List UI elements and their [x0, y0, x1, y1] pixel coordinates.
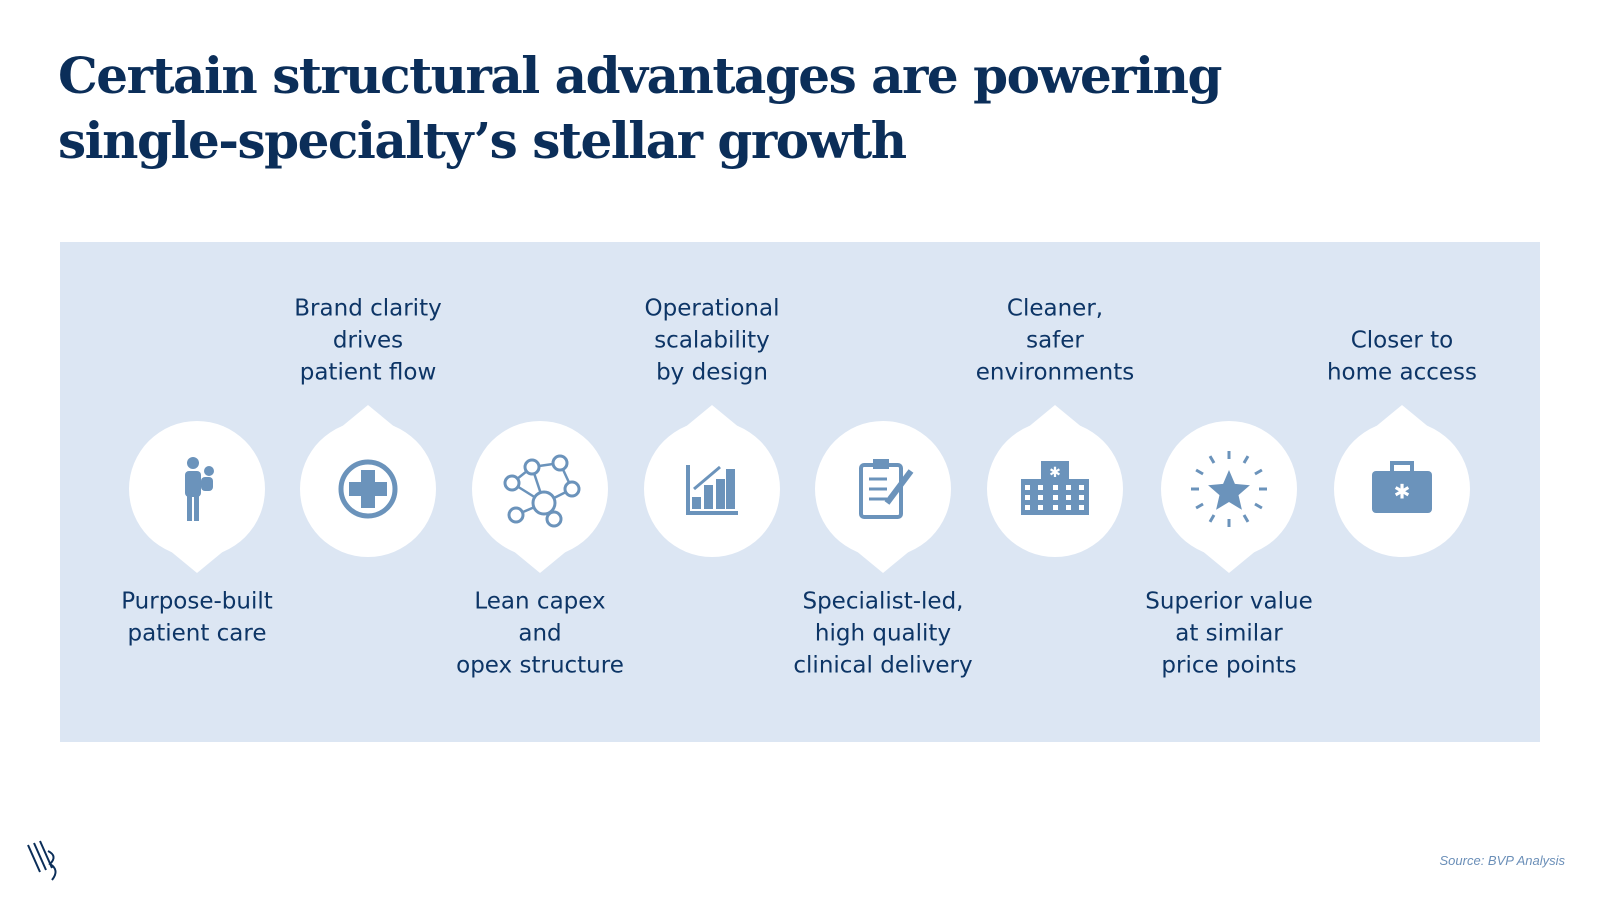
advantage-item: Operational scalability by design: [644, 296, 780, 557]
item-label: at similar: [1175, 621, 1283, 647]
icon-part: [545, 510, 563, 528]
icon-part: [1066, 505, 1071, 510]
icon-part: [187, 495, 192, 521]
icon-part: [726, 469, 735, 509]
icon-part: [1208, 470, 1250, 510]
icon-part: [185, 471, 201, 497]
item-label: environments: [976, 360, 1134, 386]
item-label: Cleaner,: [1007, 296, 1103, 322]
icon-part: [1372, 471, 1432, 513]
icon-part: [692, 497, 701, 509]
icon-part: ✱: [1394, 480, 1411, 504]
icon-part: [563, 480, 581, 498]
icon-part: [704, 485, 713, 509]
title-line: single-specialty’s stellar growth: [58, 111, 907, 170]
icon-part: ✱: [1049, 465, 1061, 481]
advantage-item: ✱ Cleaner, safer environments: [976, 296, 1134, 557]
icon-part: [507, 506, 525, 524]
icon-part: [551, 454, 569, 472]
icon-part: [716, 479, 725, 509]
icon-part: [1066, 485, 1071, 490]
icon-part: [1053, 485, 1058, 490]
item-label: price points: [1161, 653, 1296, 679]
advantage-item: Purpose-built patient care: [121, 421, 273, 647]
item-label: Superior value: [1145, 589, 1312, 615]
item-label: by design: [656, 360, 768, 386]
icon-part: [1038, 485, 1043, 490]
icon-part: [873, 459, 889, 469]
title-line: Certain structural advantages are poweri…: [58, 46, 1221, 105]
icon-part: [1208, 455, 1216, 464]
icon-part: [1242, 514, 1250, 523]
icon-part: [1079, 485, 1084, 490]
advantage-item: Specialist-led, high quality clinical deli…: [793, 421, 973, 679]
logo: [27, 840, 57, 881]
icon-part: [1066, 495, 1071, 500]
icon-part: [1038, 505, 1043, 510]
icon-part: [349, 470, 387, 508]
icon-part: [1242, 455, 1250, 464]
item-label: home access: [1327, 360, 1477, 386]
icon-part: [531, 490, 557, 516]
item-label: patient flow: [300, 360, 437, 386]
icon-part: [1053, 495, 1058, 500]
item-label: Brand clarity: [294, 296, 441, 322]
item-label: Operational: [645, 296, 780, 322]
item-label: Purpose-built: [121, 589, 273, 615]
item-label: and: [518, 621, 561, 647]
icon-part: [338, 459, 398, 519]
icon-part: [194, 495, 199, 521]
icon-part: [693, 465, 721, 491]
item-label: drives: [333, 328, 403, 354]
icon-part: [1254, 468, 1263, 476]
icon-part: [1208, 514, 1216, 523]
icon-part: [523, 458, 541, 476]
icon-part: [1053, 505, 1058, 510]
icon-part: [1025, 505, 1030, 510]
icon-part: [503, 474, 521, 492]
item-label: opex structure: [456, 653, 624, 679]
icon-part: [1195, 468, 1204, 476]
icon-part: [1025, 485, 1030, 490]
icon-part: [1195, 502, 1204, 510]
item-label: clinical delivery: [793, 653, 972, 679]
item-label: Specialist-led,: [802, 589, 963, 615]
icon-part: [204, 466, 214, 476]
advantage-item: Superior value at similar price points: [1145, 421, 1313, 679]
icon-part: [686, 465, 738, 515]
item-label: high quality: [815, 621, 951, 647]
icon-part: [201, 477, 213, 491]
source-note: Source: BVP Analysis: [1440, 853, 1566, 868]
item-label: safer: [1026, 328, 1084, 354]
advantage-item: Lean capex and opex structure: [456, 421, 624, 679]
icon-part: [1079, 505, 1084, 510]
icon-part: [1025, 495, 1030, 500]
icon-part: [1038, 495, 1043, 500]
advantage-item: ✱ Closer to home access: [1327, 328, 1477, 557]
advantage-item: Brand clarity drives patient flow: [294, 296, 442, 557]
item-label: Lean capex: [474, 589, 605, 615]
icon-part: [1390, 461, 1414, 471]
icon-part: [1254, 502, 1263, 510]
icon-part: [1079, 495, 1084, 500]
item-label: scalability: [654, 328, 770, 354]
item-label: patient care: [128, 621, 267, 647]
item-label: Closer to: [1351, 328, 1454, 354]
icon-part: [884, 469, 914, 505]
icon-part: [187, 457, 199, 469]
